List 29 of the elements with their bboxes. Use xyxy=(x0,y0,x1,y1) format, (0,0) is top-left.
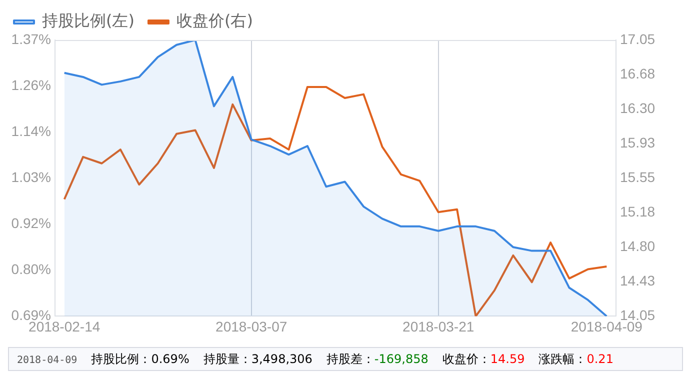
text: 持股差： xyxy=(326,352,374,366)
legend-label: 持股比例(左) xyxy=(42,11,134,30)
y-tick-label: 1.03% xyxy=(11,168,51,185)
y2-tick-label: 16.30 xyxy=(620,100,656,116)
y2-tick-label: 15.93 xyxy=(620,134,656,150)
x-tick-label: 2018-03-21 xyxy=(402,318,474,334)
text: 0.69% xyxy=(151,352,190,366)
y-tick-label: 1.26% xyxy=(11,76,51,93)
text: -169,858 xyxy=(374,352,428,366)
text: 0.21 xyxy=(586,352,614,366)
text: 收盘价： xyxy=(442,352,490,366)
y2-tick-label: 17.05 xyxy=(620,30,656,47)
y-tick-label: 1.37% xyxy=(11,30,51,47)
y2-tick-label: 15.55 xyxy=(620,168,656,185)
text: 2018-04-09 xyxy=(17,355,78,366)
text: 持股比例： xyxy=(91,352,152,366)
y-tick-label: 1.14% xyxy=(11,122,51,139)
y2-tick-label: 14.43 xyxy=(620,272,656,289)
y2-tick-label: 15.18 xyxy=(620,203,656,220)
text: 持股量： xyxy=(203,352,252,366)
text: 14.59 xyxy=(490,352,525,366)
x-tick-label: 2018-03-07 xyxy=(216,318,288,334)
legend-label: 收盘价(右) xyxy=(176,11,253,30)
y2-tick-label: 14.80 xyxy=(620,238,656,254)
text: 3,498,306 xyxy=(251,352,312,366)
y-tick-label: 0.80% xyxy=(11,261,51,278)
text: 涨跌幅： xyxy=(538,352,587,366)
y2-tick-label: 16.68 xyxy=(620,65,656,82)
y-tick-label: 0.92% xyxy=(11,214,51,231)
